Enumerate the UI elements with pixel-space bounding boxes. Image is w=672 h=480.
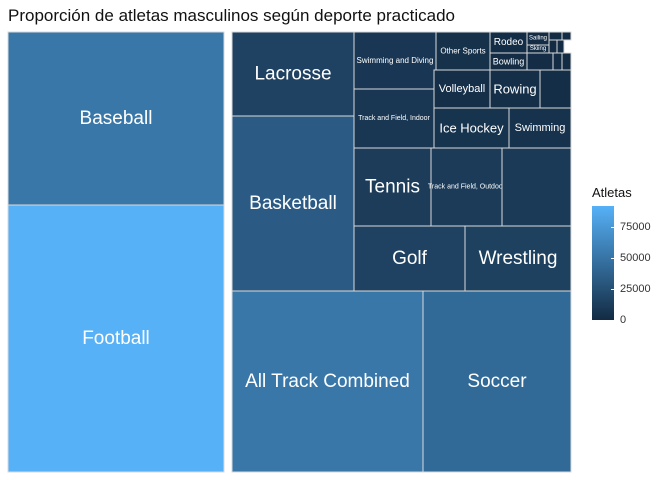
tile-unlabeled-28	[552, 52, 563, 71]
tile-rect	[539, 69, 572, 109]
tile-golf: Golf	[353, 225, 466, 292]
tile-rect	[435, 31, 491, 71]
tile-label: Golf	[392, 248, 428, 269]
tile-all-track-combined: All Track Combined	[231, 290, 424, 473]
tile-rodeo: Rodeo	[489, 31, 528, 54]
tile-rect	[422, 290, 572, 473]
tile-skiing: Skiing	[526, 44, 550, 54]
tile-rect	[556, 39, 565, 54]
tile-rect	[464, 225, 572, 292]
tile-label: Volleyball	[439, 83, 485, 95]
tile-track-and-field-indoor: Track and Field, Indoor	[353, 88, 435, 149]
tile-sailing: Sailing	[526, 31, 550, 46]
tile-volleyball: Volleyball	[433, 69, 491, 109]
tile-swimming: Swimming	[508, 107, 572, 149]
tile-rect	[231, 31, 355, 117]
tile-label: Track and Field, Outdoor	[428, 184, 506, 191]
tile-rect	[353, 147, 432, 227]
tile-ice-hockey: Ice Hockey	[433, 107, 510, 149]
tile-unlabeled-27	[556, 39, 565, 54]
tile-rect	[552, 52, 563, 71]
tile-soccer: Soccer	[422, 290, 572, 473]
tile-unlabeled-29	[561, 52, 572, 71]
tile-wrestling: Wrestling	[464, 225, 572, 292]
tile-baseball: Baseball	[7, 31, 225, 206]
tile-rect	[353, 88, 435, 149]
legend-tick-label: 25000	[611, 283, 651, 296]
tile-rect	[353, 225, 466, 292]
tile-label: Sailing	[529, 36, 547, 42]
legend-title: Atletas	[592, 185, 632, 200]
tile-unlabeled-21	[526, 52, 554, 71]
legend-tick-label: 75000	[611, 221, 651, 234]
tile-label: Other Sports	[440, 47, 485, 56]
tile-rect	[548, 39, 558, 54]
tile-label: Swimming and Diving	[357, 56, 434, 65]
tile-rect	[526, 52, 554, 71]
tile-unlabeled-10	[501, 147, 572, 227]
tile-rect	[501, 147, 572, 227]
tile-rect	[7, 31, 225, 206]
tile-label: Baseball	[80, 108, 153, 129]
tile-other-sports: Other Sports	[435, 31, 491, 71]
tile-unlabeled-24	[548, 31, 563, 41]
legend-tick-label: 50000	[611, 252, 651, 265]
tile-unlabeled-25	[561, 31, 572, 41]
tile-label: Basketball	[249, 193, 337, 214]
tile-bowling: Bowling	[489, 52, 528, 71]
tile-track-and-field-outdoor: Track and Field, Outdoor	[428, 147, 506, 227]
tile-label: Swimming	[515, 122, 566, 134]
tile-rect	[561, 31, 572, 41]
tile-label: Football	[82, 328, 150, 349]
tile-tennis: Tennis	[353, 147, 432, 227]
tile-rect	[508, 107, 572, 149]
tile-label: Rodeo	[494, 37, 524, 48]
tile-label: Track and Field, Indoor	[358, 115, 430, 122]
chart-title: Proporción de atletas masculinos según d…	[8, 6, 455, 25]
tile-label: Ice Hockey	[439, 121, 504, 136]
tile-rowing: Rowing	[489, 69, 541, 109]
tile-unlabeled-26	[548, 39, 558, 54]
tile-label: Skiing	[530, 46, 546, 52]
tile-label: Lacrosse	[254, 64, 331, 85]
tile-label: Tennis	[365, 177, 420, 198]
tile-label: Bowling	[493, 57, 525, 67]
tile-rect	[561, 52, 572, 71]
tile-swimming-and-diving: Swimming and Diving	[353, 31, 437, 90]
tile-label: Wrestling	[479, 248, 558, 269]
tile-football: Football	[7, 204, 225, 473]
tile-unlabeled-18	[539, 69, 572, 109]
tile-label: Rowing	[493, 82, 536, 97]
color-legend: Atletas 0 25000 50000 75000	[592, 185, 672, 326]
legend-color-bar	[592, 206, 614, 320]
legend-tick-label: 0	[610, 314, 627, 326]
tile-rect	[548, 31, 563, 41]
tile-rect	[7, 204, 225, 473]
tile-label: Soccer	[467, 371, 527, 392]
tile-rect	[353, 31, 437, 90]
tile-label: All Track Combined	[245, 371, 410, 392]
tile-lacrosse: Lacrosse	[231, 31, 355, 117]
tile-rect	[430, 147, 503, 227]
tile-basketball: Basketball	[231, 115, 355, 292]
